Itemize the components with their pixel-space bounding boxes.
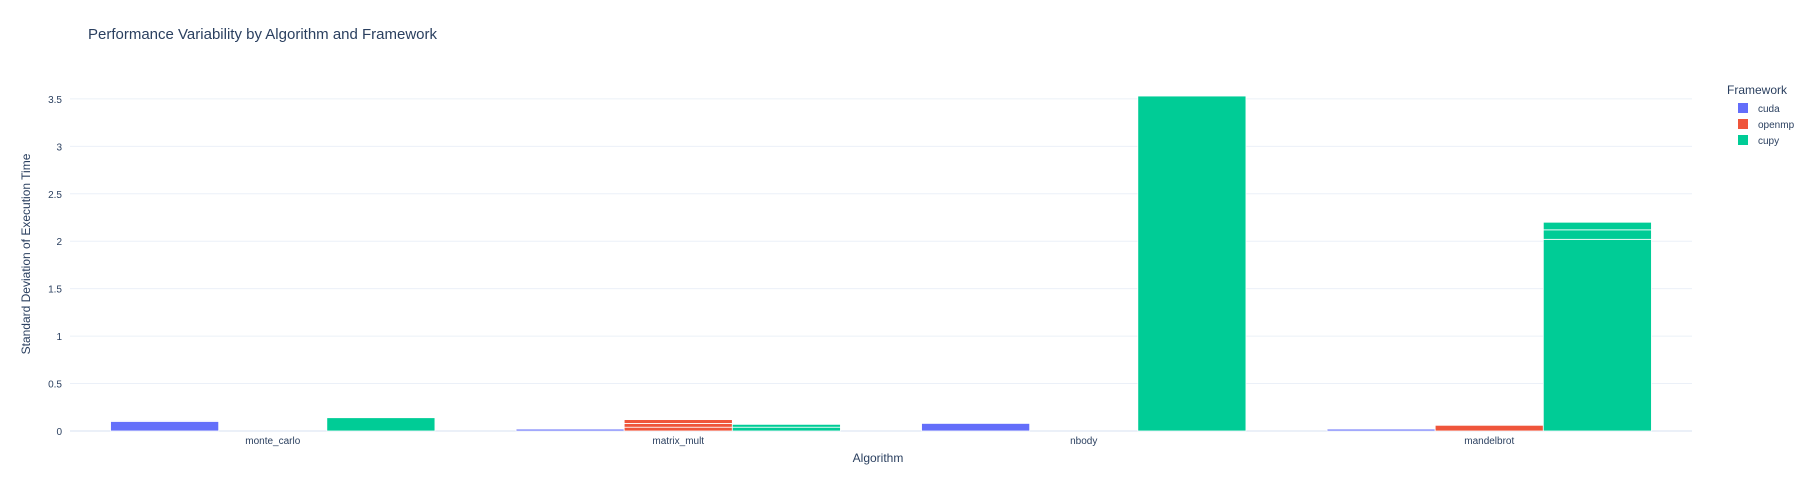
- bar-cupy-mandelbrot: [1542, 238, 1652, 432]
- x-axis-ticks: monte_carlo matrix_mult nbody mandelbrot: [245, 436, 1514, 447]
- y-tick-label: 3.5: [48, 95, 62, 106]
- y-tick-label: 0: [56, 427, 62, 438]
- y-tick-label: 1: [56, 332, 62, 343]
- bar-cupy-mandelbrot: [1542, 221, 1652, 231]
- bar-cuda-matrix_mult: [515, 428, 625, 432]
- bar-cuda-monte_carlo: [110, 421, 220, 432]
- bar-openmp-matrix_mult: [623, 419, 733, 424]
- bars: [110, 95, 1652, 432]
- x-tick-label: monte_carlo: [245, 436, 300, 447]
- legend-swatch-cuda[interactable]: [1738, 103, 1748, 113]
- bar-openmp-mandelbrot: [1434, 424, 1544, 432]
- bar-openmp-matrix_mult: [623, 423, 733, 428]
- legend-swatch-openmp[interactable]: [1738, 119, 1748, 129]
- y-axis-title: Standard Deviation of Execution Time: [19, 153, 33, 354]
- x-tick-label: matrix_mult: [652, 436, 704, 447]
- gridlines: [70, 98, 1692, 432]
- y-tick-label: 0.5: [48, 380, 62, 391]
- bar-cupy-matrix_mult: [731, 423, 841, 428]
- legend: Framework cuda openmp cupy: [1727, 83, 1795, 147]
- x-axis-title: Algorithm: [853, 451, 904, 465]
- chart-title: Performance Variability by Algorithm and…: [88, 26, 438, 43]
- bar-cuda-monte_carlo: [110, 420, 220, 422]
- legend-label-openmp[interactable]: openmp: [1758, 120, 1795, 131]
- bar-cuda-nbody: [921, 423, 1031, 432]
- bar-cupy-matrix_mult: [731, 426, 841, 432]
- y-tick-label: 1.5: [48, 285, 62, 296]
- legend-swatch-cupy[interactable]: [1738, 135, 1748, 145]
- x-tick-label: mandelbrot: [1464, 436, 1514, 447]
- bar-openmp-matrix_mult: [623, 426, 733, 432]
- y-tick-label: 2.5: [48, 190, 62, 201]
- x-tick-label: nbody: [1070, 436, 1097, 447]
- legend-label-cuda[interactable]: cuda: [1758, 104, 1780, 115]
- legend-label-cupy[interactable]: cupy: [1758, 136, 1779, 147]
- y-tick-label: 3: [56, 142, 62, 153]
- bar-cuda-mandelbrot: [1326, 428, 1436, 432]
- bar-cupy-nbody: [1137, 95, 1247, 432]
- bar-cupy-mandelbrot: [1542, 229, 1652, 240]
- bar-cupy-monte_carlo: [326, 417, 436, 432]
- legend-title: Framework: [1727, 83, 1788, 97]
- y-axis-ticks: 0 0.5 1 1.5 2 2.5 3 3.5: [48, 95, 62, 438]
- y-tick-label: 2: [56, 237, 62, 248]
